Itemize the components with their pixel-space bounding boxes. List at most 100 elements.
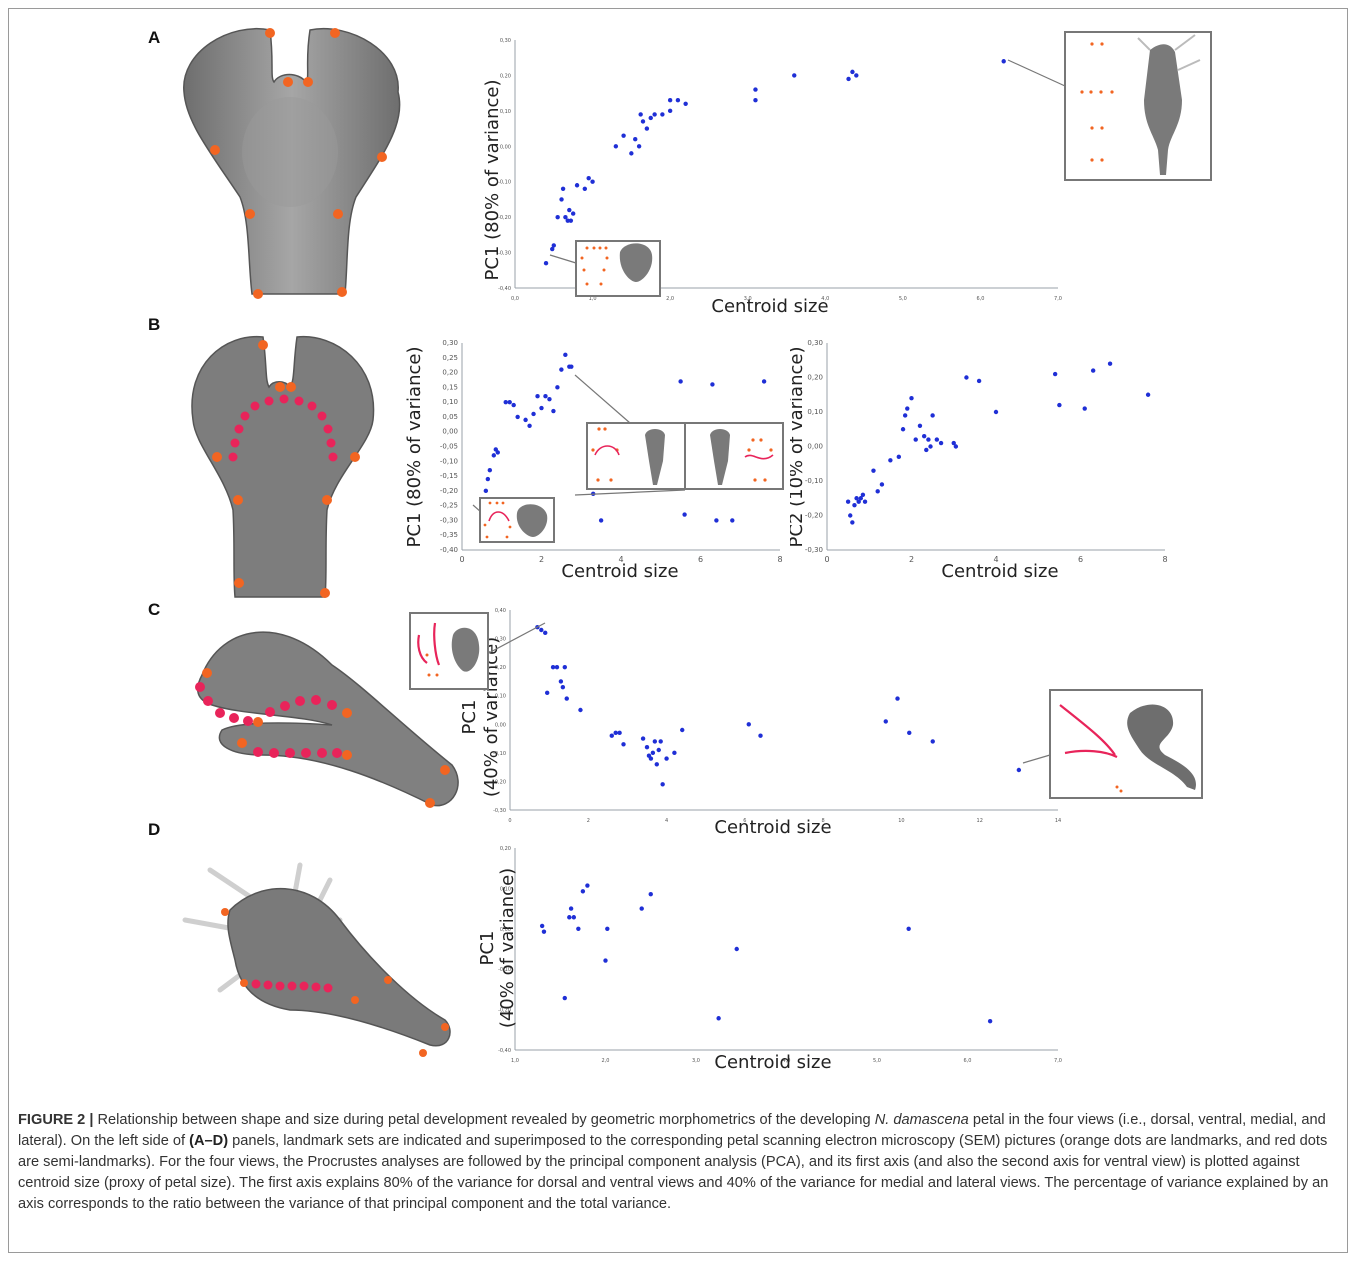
data-point	[871, 468, 876, 473]
x-tick-label: 2,0	[666, 296, 674, 302]
x-tick-label: 4	[665, 818, 668, 824]
y-tick-label: -0,35	[440, 531, 458, 539]
data-point	[850, 69, 855, 75]
figure-caption: FIGURE 2 | Relationship between shape an…	[18, 1110, 1336, 1215]
inset-large-shape	[1049, 689, 1203, 799]
inset-connector	[1007, 59, 1066, 87]
inset-connector	[1022, 754, 1051, 764]
y-tick-label: -0,30	[498, 251, 511, 257]
caption-species: N. damascena	[874, 1112, 969, 1128]
x-axis-label: Centroid size	[714, 817, 831, 835]
data-point	[921, 433, 927, 439]
y-tick-label: -0,10	[498, 967, 511, 973]
data-point	[578, 707, 583, 713]
data-point	[746, 722, 751, 727]
inset-small-shape	[575, 240, 661, 297]
data-point	[640, 736, 646, 741]
y-tick-label: -0,15	[440, 472, 458, 480]
y-tick-label: -0,10	[805, 477, 823, 485]
data-point	[580, 889, 586, 894]
data-point	[563, 352, 568, 358]
data-point	[617, 730, 622, 736]
data-point	[613, 730, 618, 736]
data-point	[852, 502, 857, 508]
y-tick-label: 0,00	[500, 144, 511, 150]
caption-text-1: Relationship between shape and size duri…	[93, 1112, 875, 1128]
inset-pair-shapes	[586, 422, 784, 490]
data-point	[682, 512, 687, 517]
y-tick-label: 0,00	[495, 722, 506, 728]
y-tick-label: -0,10	[440, 457, 458, 465]
y-tick-label: 0,00	[807, 443, 823, 451]
data-point	[895, 696, 900, 701]
data-point	[648, 115, 653, 121]
data-point	[716, 1016, 721, 1021]
data-point	[576, 926, 581, 931]
data-point	[993, 409, 999, 415]
data-point	[605, 926, 610, 931]
data-point	[560, 684, 566, 690]
x-tick-label: 12	[977, 818, 983, 824]
data-point	[1090, 368, 1096, 373]
data-point	[609, 733, 614, 738]
x-tick-label: 10	[898, 818, 904, 824]
data-point	[535, 394, 540, 399]
data-point	[667, 108, 673, 114]
y-axis-label: PC1 (80% of variance)	[482, 80, 503, 281]
data-point	[928, 444, 933, 449]
y-tick-label: 0,20	[807, 374, 823, 382]
y-tick-label: 0,20	[495, 665, 506, 671]
data-point	[603, 958, 608, 963]
x-tick-label: 2	[909, 555, 914, 564]
data-point	[758, 733, 763, 738]
data-point	[734, 946, 739, 952]
data-point	[675, 98, 681, 103]
data-point	[564, 696, 569, 701]
data-point	[621, 133, 626, 138]
scatter-plot-d: 1,0 2,0 3,0 4,0 5,0 6,0 7,0 0,20 0,10 0,00 -0,10 -0…	[477, 846, 1062, 1073]
data-point	[654, 762, 659, 767]
data-point	[875, 489, 880, 494]
data-point	[574, 183, 580, 188]
y-tick-label: 0,10	[500, 109, 511, 115]
data-point	[667, 98, 673, 103]
data-point	[539, 627, 544, 633]
data-point	[568, 906, 574, 911]
data-point	[491, 453, 496, 458]
data-point	[854, 496, 859, 501]
x-axis-label: Centroid size	[714, 1052, 831, 1073]
data-point	[644, 744, 650, 750]
data-point	[660, 782, 665, 787]
x-tick-label: 6	[743, 818, 746, 824]
data-point	[568, 218, 574, 223]
x-tick-label: 5,0	[899, 296, 907, 302]
data-point	[902, 413, 908, 418]
data-point	[680, 727, 685, 733]
data-point	[1001, 59, 1006, 64]
panel-letter-d: D	[148, 820, 161, 839]
x-tick-label: 2	[539, 555, 544, 564]
data-point	[846, 76, 851, 82]
y-tick-label: 0,05	[442, 413, 458, 421]
x-tick-label: 6,0	[976, 296, 984, 302]
caption-text-3: panels, landmark sets are indicated and …	[18, 1133, 1329, 1212]
data-point	[551, 243, 556, 248]
data-point	[860, 492, 866, 497]
data-point	[567, 207, 572, 213]
data-point	[598, 518, 604, 523]
data-point	[562, 995, 567, 1001]
panel-letter-a: A	[148, 28, 161, 47]
data-point	[555, 214, 560, 220]
data-point	[951, 440, 956, 446]
data-point	[562, 664, 567, 670]
data-point	[905, 406, 910, 411]
y-axis-label-line2: (40% of variance)	[497, 868, 518, 1028]
data-point	[554, 664, 560, 670]
data-point	[656, 747, 661, 753]
data-point	[1052, 371, 1058, 377]
x-axis-label: Centroid size	[711, 296, 828, 317]
data-point	[644, 126, 650, 131]
data-point	[858, 496, 863, 501]
data-point	[917, 423, 923, 428]
x-tick-label: 0,0	[511, 296, 519, 302]
